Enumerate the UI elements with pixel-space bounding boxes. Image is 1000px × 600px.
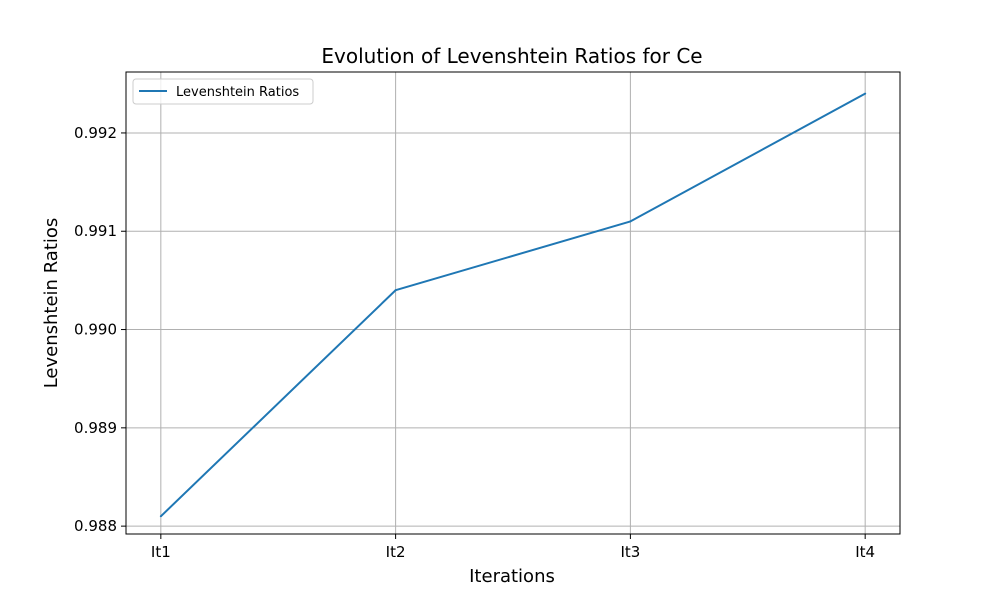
y-tick-label: 0.992 bbox=[74, 124, 117, 142]
plot-frame bbox=[125, 71, 901, 535]
data-point bbox=[629, 220, 632, 223]
legend-box bbox=[132, 78, 314, 105]
chart-title: Evolution of Levenshtein Ratios for Ce bbox=[321, 44, 702, 68]
data-point bbox=[394, 289, 397, 292]
legend: Levenshtein Ratios bbox=[132, 78, 314, 105]
y-tick-label: 0.988 bbox=[74, 517, 117, 535]
series-layer bbox=[159, 92, 867, 518]
legend-label: Levenshtein Ratios bbox=[176, 85, 299, 100]
data-point bbox=[864, 92, 867, 95]
axis-ticks: It1 It2 It3 It4 0.988 0.989 0.990 0.991 0.992 bbox=[74, 124, 875, 561]
grid bbox=[126, 72, 900, 534]
y-tick-label: 0.989 bbox=[74, 419, 117, 437]
x-axis-label: Iterations bbox=[469, 566, 555, 587]
y-axis-label: Levenshtein Ratios bbox=[41, 218, 62, 389]
y-tick-label: 0.990 bbox=[74, 321, 117, 339]
series-line bbox=[160, 92, 866, 518]
x-tick-label: It3 bbox=[620, 543, 640, 561]
y-tick-label: 0.991 bbox=[74, 222, 117, 240]
data-point bbox=[159, 515, 162, 518]
x-tick-label: It4 bbox=[855, 543, 875, 561]
x-tick-label: It1 bbox=[151, 543, 171, 561]
x-tick-label: It2 bbox=[386, 543, 406, 561]
